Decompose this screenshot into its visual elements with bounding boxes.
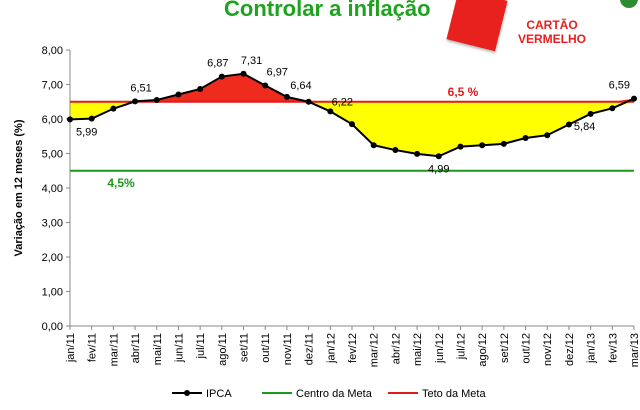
centro-label: 4,5% bbox=[107, 176, 135, 190]
x-tick-label: nov/11 bbox=[282, 333, 294, 365]
x-tick-label: mar/12 bbox=[369, 333, 381, 367]
legend-entry: IPCA bbox=[206, 388, 232, 400]
data-point bbox=[631, 95, 637, 102]
y-tick-label: 8,00 bbox=[42, 45, 63, 57]
x-tick-label: abr/11 bbox=[130, 333, 142, 363]
data-point bbox=[240, 70, 247, 77]
x-tick-label: set/12 bbox=[499, 333, 511, 363]
x-tick-label: out/12 bbox=[521, 333, 533, 364]
red-card-label-line1: CARTÃO bbox=[526, 18, 578, 32]
x-tick-label: mai/12 bbox=[412, 333, 424, 366]
x-tick-label: jan/11 bbox=[65, 333, 77, 363]
green-decoration-icon bbox=[620, 0, 638, 8]
x-tick-label: mar/11 bbox=[108, 333, 120, 366]
legend-entry: Centro da Meta bbox=[296, 388, 373, 400]
y-tick-label: 5,00 bbox=[42, 149, 63, 161]
y-tick-label: 4,00 bbox=[42, 183, 63, 195]
data-label: 6,51 bbox=[130, 82, 151, 94]
fill-above-teto bbox=[70, 73, 634, 102]
data-point bbox=[262, 82, 269, 89]
x-tick-label: jul/11 bbox=[195, 333, 207, 359]
data-point bbox=[609, 105, 616, 112]
data-point bbox=[327, 108, 334, 115]
y-tick-label: 6,00 bbox=[42, 114, 63, 126]
data-point bbox=[67, 116, 73, 123]
data-point bbox=[587, 110, 594, 117]
data-label: 6,87 bbox=[207, 58, 228, 70]
data-label: 6,97 bbox=[267, 67, 288, 79]
x-tick-label: mai/11 bbox=[152, 333, 164, 365]
y-tick-label: 7,00 bbox=[42, 80, 63, 92]
data-point bbox=[457, 143, 464, 150]
data-point bbox=[544, 132, 551, 139]
x-tick-label: ago/12 bbox=[477, 333, 489, 367]
x-tick-label: abr/12 bbox=[390, 333, 402, 364]
data-label: 5,84 bbox=[574, 121, 595, 133]
data-point bbox=[414, 150, 421, 157]
x-tick-label: fev/13 bbox=[607, 333, 619, 363]
y-tick-label: 2,00 bbox=[42, 252, 63, 264]
data-point bbox=[500, 140, 507, 147]
y-tick-label: 3,00 bbox=[42, 218, 63, 230]
x-tick-label: dez/12 bbox=[564, 333, 576, 366]
x-tick-label: fev/11 bbox=[87, 333, 99, 362]
data-point bbox=[283, 93, 290, 100]
teto-label: 6,5 % bbox=[448, 85, 479, 99]
data-point bbox=[197, 85, 204, 92]
red-card-label-line2: VERMELHO bbox=[517, 32, 586, 46]
data-point bbox=[479, 142, 486, 149]
data-label: 7,31 bbox=[241, 55, 262, 67]
legend-marker bbox=[184, 390, 190, 396]
data-point bbox=[392, 147, 399, 154]
x-tick-label: out/11 bbox=[260, 333, 272, 363]
x-tick-label: jun/11 bbox=[173, 333, 185, 363]
x-tick-label: fev/12 bbox=[347, 333, 359, 363]
chart-title: Controlar a inflação bbox=[224, 0, 431, 21]
data-point bbox=[175, 91, 182, 98]
x-tick-label: jul/12 bbox=[455, 333, 467, 360]
data-label: 6,64 bbox=[290, 80, 311, 92]
data-point bbox=[370, 142, 377, 149]
data-point bbox=[522, 134, 529, 141]
data-label: 5,99 bbox=[76, 126, 97, 138]
data-point bbox=[88, 115, 95, 122]
data-point bbox=[110, 105, 117, 112]
data-label: 4,99 bbox=[428, 163, 449, 175]
y-axis-title: Variação em 12 meses (%) bbox=[13, 119, 25, 256]
x-tick-label: ago/11 bbox=[217, 333, 229, 366]
data-point bbox=[565, 121, 572, 128]
data-label: 6,59 bbox=[609, 80, 630, 92]
x-tick-label: nov/12 bbox=[542, 333, 554, 366]
fill-below-teto bbox=[70, 101, 634, 157]
x-tick-label: jan/12 bbox=[325, 333, 337, 364]
x-tick-label: jun/12 bbox=[434, 333, 446, 364]
data-point bbox=[153, 97, 160, 104]
data-point bbox=[305, 98, 312, 105]
data-point bbox=[349, 121, 355, 128]
legend-entry: Teto da Meta bbox=[422, 388, 486, 400]
y-tick-label: 0,00 bbox=[42, 321, 63, 333]
x-tick-label: mar/13 bbox=[629, 333, 640, 367]
red-card-label: CARTÃO VERMELHO bbox=[510, 18, 594, 46]
x-tick-label: dez/11 bbox=[304, 333, 316, 365]
data-point bbox=[435, 153, 442, 160]
x-tick-label: set/11 bbox=[239, 333, 251, 362]
data-point bbox=[132, 98, 139, 105]
x-tick-label: jan/13 bbox=[586, 333, 598, 364]
data-point bbox=[218, 73, 225, 80]
y-tick-label: 1,00 bbox=[42, 287, 63, 299]
data-label: 6,22 bbox=[332, 96, 353, 108]
